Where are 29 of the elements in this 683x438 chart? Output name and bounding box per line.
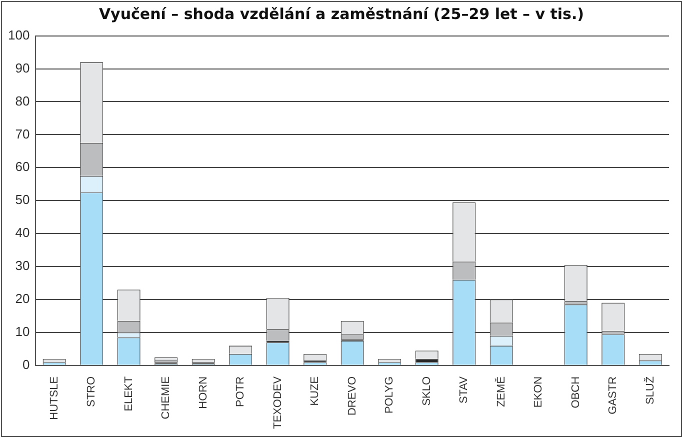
chart-title: Vyučení – shoda vzdělání a zaměstnání (25–29 let – v tis.)	[98, 5, 586, 23]
x-tick-label: POTR	[234, 376, 247, 407]
x-tick-label: HORN	[197, 376, 210, 409]
x-tick-label: EKON	[532, 376, 545, 408]
y-tick-label: 0	[22, 357, 30, 372]
x-tick-label: SLUŽ	[643, 376, 656, 405]
y-tick-label: 80	[15, 93, 30, 108]
y-tick-label: 70	[15, 126, 30, 142]
x-tick-label: SKLO	[420, 376, 433, 406]
x-tick-label: CHEMIE	[160, 376, 172, 420]
x-tick-label: STRO	[86, 376, 98, 407]
x-tick-label: KUZE	[309, 376, 322, 406]
y-tick-label: 100	[8, 27, 30, 42]
x-tick-label: ZEMĚ	[494, 376, 508, 407]
y-tick-label: 90	[15, 60, 30, 76]
x-tick-label: ELEKT	[122, 376, 135, 412]
y-tick-label: 50	[15, 192, 30, 208]
y-tick-label: 20	[15, 291, 30, 306]
x-tick-label: TEXODEV	[272, 376, 284, 430]
y-tick-label: 40	[15, 225, 30, 240]
x-tick-label: OBCH	[570, 376, 582, 408]
y-tick-label: 60	[15, 159, 30, 174]
x-tick-label: STAV	[458, 376, 470, 404]
x-tick-label: POLYG	[384, 376, 396, 414]
y-tick-label: 10	[15, 324, 30, 340]
x-tick-label: HUTSLE	[48, 376, 60, 420]
x-tick-label: DREVO	[346, 376, 358, 416]
y-tick-label: 30	[15, 258, 30, 274]
x-tick-label: GASTR	[607, 376, 620, 414]
